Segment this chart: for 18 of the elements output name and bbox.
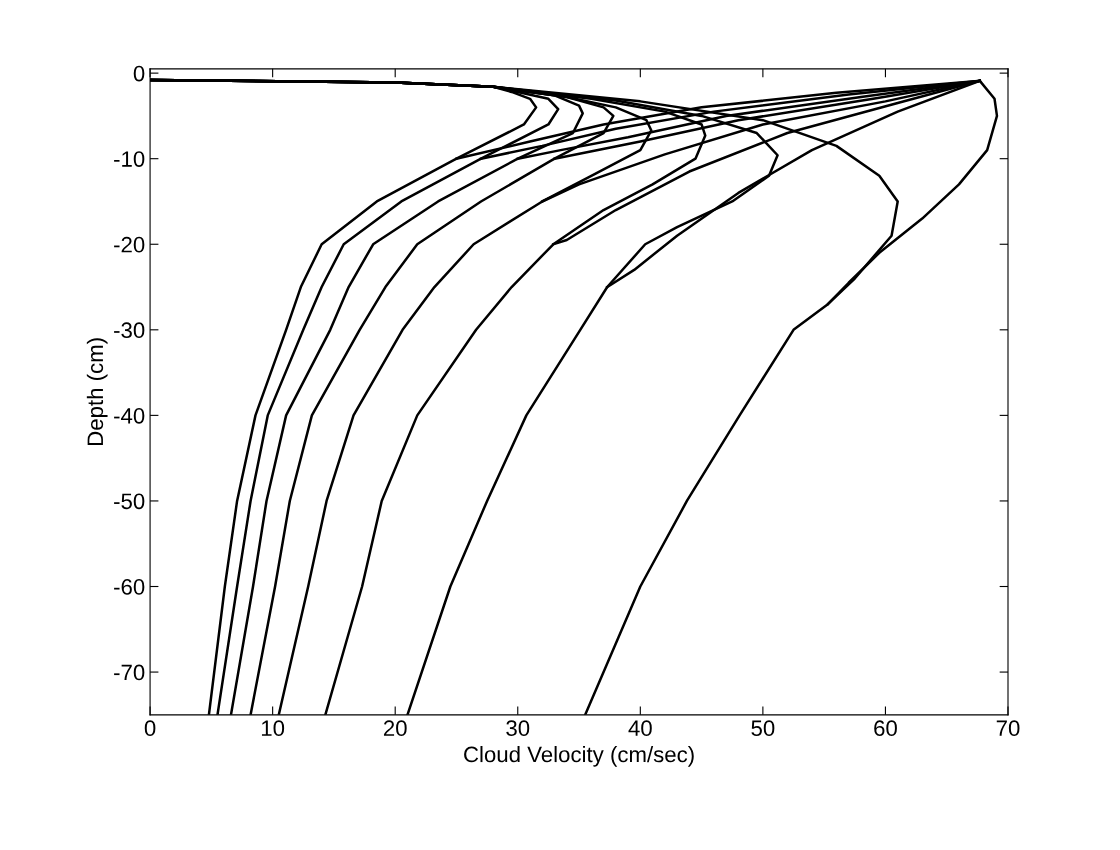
x-tick-label: 40: [628, 720, 652, 737]
x-tick-label: 60: [874, 720, 897, 737]
x-tick-label: 30: [506, 720, 530, 737]
y-tick-label: -20: [114, 236, 145, 253]
y-tick-label: -30: [114, 322, 145, 339]
x-tick-label: 0: [144, 720, 156, 737]
x-tick-label: 70: [996, 720, 1020, 737]
y-tick-label: -60: [114, 579, 145, 595]
y-tick-label: -10: [114, 151, 145, 167]
x-tick-label: 50: [751, 720, 775, 737]
y-tick-label: 0: [133, 65, 145, 82]
y-tick-label: -70: [114, 664, 145, 681]
y-axis-title: Depth (cm): [86, 338, 108, 445]
y-tick-label: -50: [114, 493, 145, 510]
x-tick-label: 20: [383, 720, 407, 737]
y-tick-label: -40: [114, 407, 145, 424]
x-tick-label: 10: [261, 720, 285, 737]
x-axis-title: Cloud Velocity (cm/sec): [464, 745, 694, 767]
